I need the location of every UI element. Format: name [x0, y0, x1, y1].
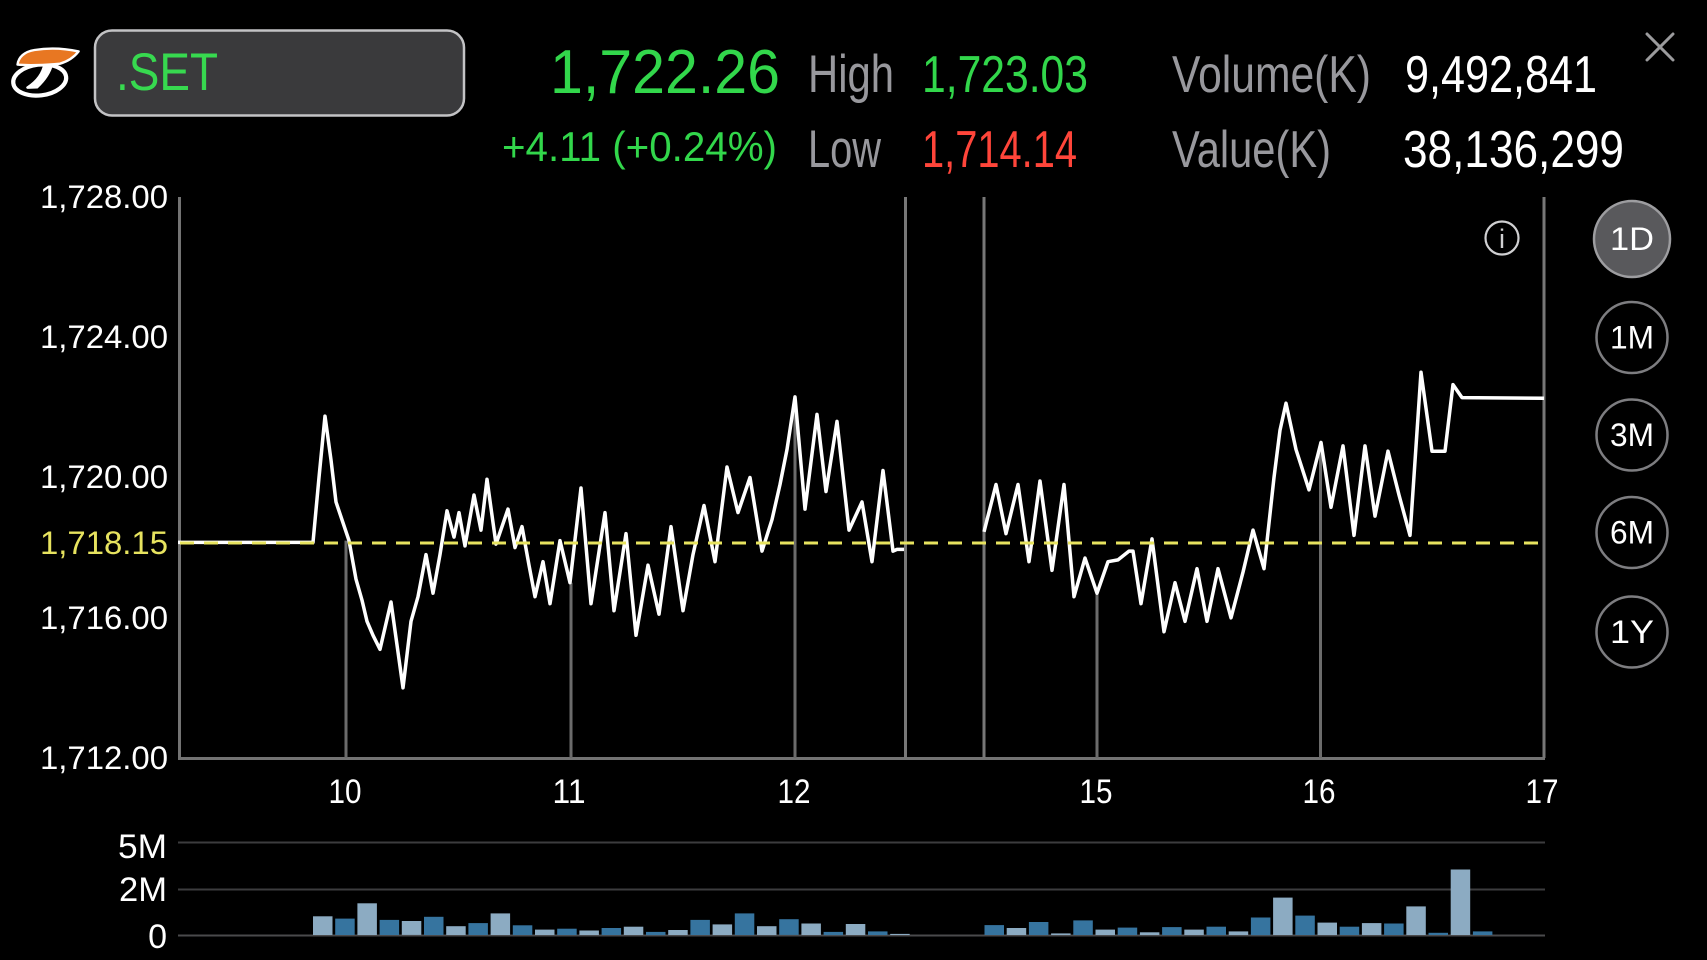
svg-text:1,723.03: 1,723.03 [922, 46, 1088, 104]
svg-text:16: 16 [1303, 773, 1336, 811]
svg-text:Volume(K): Volume(K) [1172, 46, 1371, 104]
svg-text:.SET: .SET [116, 43, 218, 102]
svg-text:6M: 6M [1610, 515, 1654, 551]
svg-text:11: 11 [553, 773, 586, 811]
svg-text:1D: 1D [1610, 221, 1654, 257]
svg-text:15: 15 [1080, 773, 1113, 811]
svg-text:1M: 1M [1610, 320, 1654, 356]
svg-text:High: High [808, 45, 894, 104]
svg-text:1,718.15: 1,718.15 [40, 525, 168, 561]
svg-text:1Y: 1Y [1610, 614, 1654, 650]
svg-text:38,136,299: 38,136,299 [1403, 121, 1624, 179]
svg-text:17: 17 [1526, 773, 1559, 811]
svg-text:9,492,841: 9,492,841 [1405, 46, 1597, 104]
svg-text:0: 0 [148, 918, 167, 956]
svg-text:10: 10 [329, 773, 362, 811]
svg-text:+4.11 (+0.24%): +4.11 (+0.24%) [502, 123, 777, 170]
svg-text:12: 12 [778, 773, 811, 811]
svg-text:1,716.00: 1,716.00 [40, 600, 168, 636]
svg-text:5M: 5M [118, 828, 167, 866]
svg-text:Low: Low [808, 120, 882, 179]
svg-text:1,728.00: 1,728.00 [40, 179, 168, 215]
svg-text:1,712.00: 1,712.00 [40, 740, 168, 776]
svg-text:i: i [1499, 224, 1505, 254]
svg-text:1,722.26: 1,722.26 [550, 38, 780, 107]
svg-text:2M: 2M [119, 871, 167, 909]
svg-text:1,724.00: 1,724.00 [40, 319, 168, 355]
svg-text:3M: 3M [1610, 417, 1654, 453]
svg-text:1,720.00: 1,720.00 [40, 459, 168, 495]
svg-text:Value(K): Value(K) [1172, 121, 1331, 179]
svg-text:1,714.14: 1,714.14 [922, 121, 1077, 179]
